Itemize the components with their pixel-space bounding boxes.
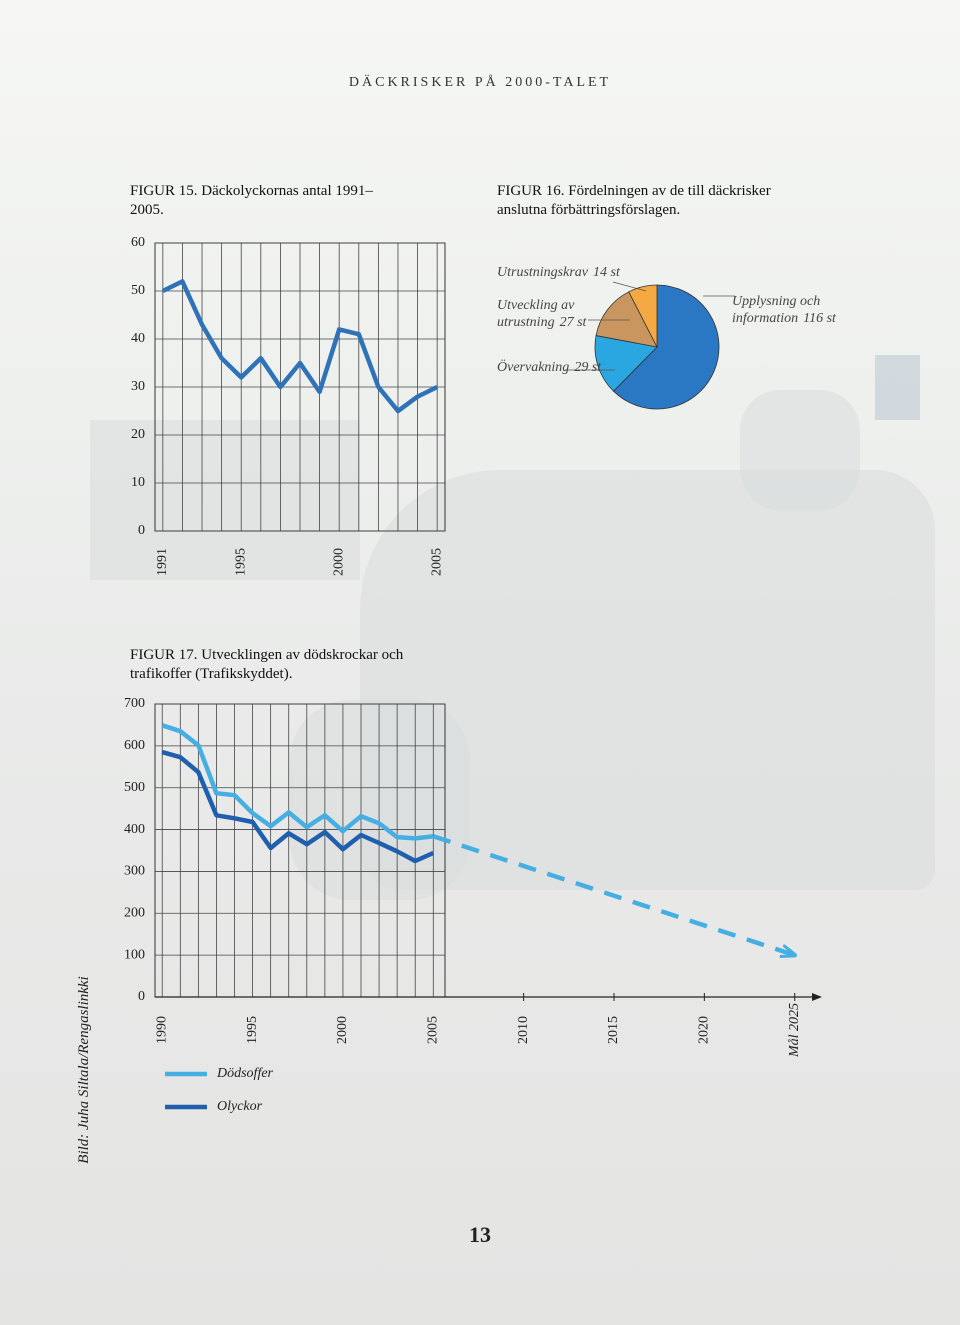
running-header: DÄCKRISKER PÅ 2000-TALET [348, 75, 612, 90]
y-tick-label: 400 [124, 822, 145, 837]
y-tick-label: 600 [124, 738, 145, 753]
y-tick-label: 10 [131, 475, 145, 490]
figure-title: FIGUR 16. Fördelningen av de till däckri… [497, 183, 771, 218]
x-tick-label: 2010 [516, 1016, 531, 1044]
slice-label: Övervakning 29 st [497, 359, 601, 376]
y-tick-label: 40 [131, 331, 145, 346]
pie-slice [628, 284, 658, 348]
pie-slice [595, 291, 658, 348]
x-tick-label: 1995 [245, 1016, 260, 1044]
projection-line [432, 834, 794, 955]
y-tick-label: 300 [124, 864, 145, 879]
chart: 0 100 200 300 400 500 600 700 1990 1995 2000 2005 20… [124, 696, 822, 1114]
photo-sign [875, 355, 920, 420]
x-tick-label: 2015 [606, 1016, 621, 1044]
pie-slice [594, 335, 658, 392]
x-tick-label: 2000 [335, 1016, 350, 1044]
x-tick-label: 1990 [154, 1016, 169, 1044]
photo-person [740, 390, 860, 510]
pie-slice [612, 284, 720, 410]
y-tick-label: 20 [131, 427, 145, 442]
slice-category: Utveckling av utrustning [497, 298, 575, 330]
x-tick-label: 1995 [233, 548, 248, 576]
x-tick-label: 2020 [697, 1016, 712, 1044]
page-number: 13 [469, 1222, 491, 1247]
slice-category: Utrustningskrav [497, 265, 588, 280]
slice-label: Utveckling av utrustning 27 st [497, 297, 586, 331]
slice-value-label: 14 st [593, 265, 620, 280]
slice-category: Upplysning och information [732, 294, 821, 326]
series-line [161, 723, 434, 841]
y-tick-label: 500 [124, 780, 145, 795]
x-tick-label: 2005 [429, 548, 444, 576]
leader-line [612, 281, 647, 292]
x-tick-label: 2005 [426, 1016, 441, 1044]
photo-person [290, 700, 470, 900]
slice-value-label: 29 st [574, 360, 602, 375]
legend-label: Dödsoffer [216, 1066, 274, 1081]
x-tick-label: 1991 [155, 548, 170, 576]
slice-label: Upplysning och information 116 st [732, 293, 836, 327]
x-tick-label: 2000 [331, 548, 346, 576]
y-tick-label: 0 [138, 989, 145, 1004]
series-line [161, 279, 439, 414]
x-tick-label: Mål 2025 [787, 1003, 802, 1058]
y-tick-label: 60 [131, 235, 145, 250]
figure-title: FIGUR 15. Däckolyckornas antal 1991–2005… [130, 183, 373, 218]
slice-category: Övervakning [497, 360, 570, 375]
figure-title: FIGUR 17. Utvecklingen av dödskrockar oc… [130, 647, 404, 682]
y-tick-label: 50 [131, 283, 145, 298]
y-tick-label: 100 [124, 947, 145, 962]
series-line [161, 749, 435, 864]
legend-label: Olyckor [217, 1099, 263, 1114]
slice-value-label: 116 st [803, 311, 836, 326]
y-tick-label: 200 [124, 906, 145, 921]
slice-value-label: 27 st [559, 315, 587, 330]
y-tick-label: 700 [124, 696, 145, 711]
photo-credit: Bild: Juha Siltala/Rengaslinkki [76, 976, 92, 1163]
chart: 0 10 20 30 40 50 60 1991 1995 2000 2005 [131, 235, 446, 576]
slice-label: Utrustningskrav 14 st [497, 264, 657, 281]
y-tick-label: 30 [131, 379, 145, 394]
y-tick-label: 0 [138, 523, 145, 538]
photo-car [90, 420, 360, 580]
